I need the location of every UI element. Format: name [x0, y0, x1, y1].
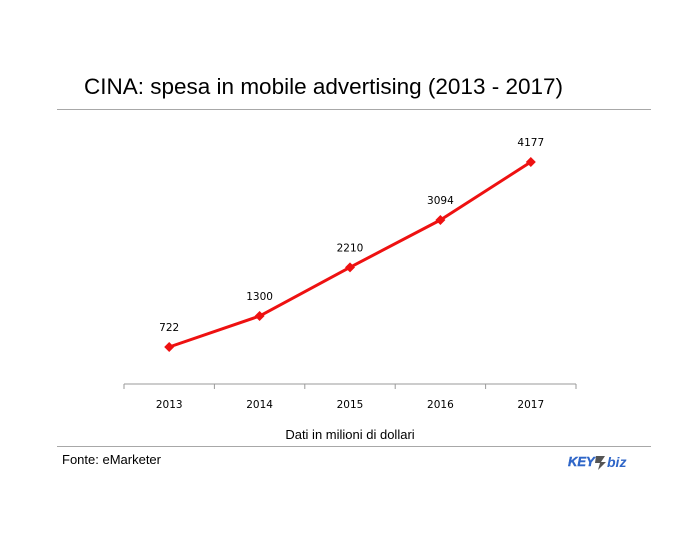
data-point-marker [164, 342, 175, 352]
source-note: Fonte: eMarketer [62, 452, 161, 467]
x-tick-label: 2013 [156, 399, 183, 411]
svg-text:biz: biz [607, 454, 626, 470]
data-label: 1300 [246, 291, 273, 303]
x-tick-label: 2015 [337, 399, 364, 411]
svg-text:KEY: KEY [568, 454, 596, 469]
bottom-divider [57, 446, 651, 447]
x-axis: 2013 2014 2015 2016 2017 [123, 383, 577, 411]
data-point-marker [525, 157, 536, 167]
x-tick-label: 2016 [427, 399, 454, 411]
key4biz-logo: KEY biz [568, 454, 626, 470]
marker-group [164, 157, 536, 352]
series-line-group [168, 160, 532, 349]
data-label: 4177 [517, 137, 544, 149]
data-point-marker [435, 214, 446, 225]
x-tick-label: 2017 [517, 399, 544, 411]
x-tick-label: 2014 [246, 399, 273, 411]
series-line [168, 160, 532, 349]
data-point-marker [254, 311, 265, 322]
data-label: 2210 [337, 242, 364, 254]
top-divider [57, 109, 651, 110]
data-label-group: 722 1300 2210 3094 4177 [159, 137, 544, 334]
data-point-marker [345, 262, 355, 273]
x-axis-title: Dati in milioni di dollari [285, 427, 415, 442]
data-label: 3094 [427, 195, 454, 207]
data-label: 722 [159, 322, 179, 334]
chart-title: CINA: spesa in mobile advertising (2013 … [84, 74, 563, 99]
